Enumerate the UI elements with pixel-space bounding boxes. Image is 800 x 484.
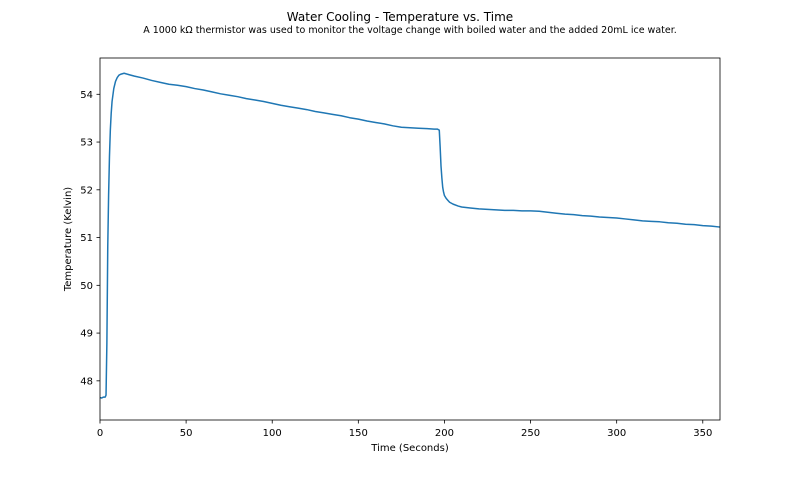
y-tick-label: 53 [80, 138, 93, 149]
y-tick-label: 51 [80, 233, 93, 244]
x-tick-label: 100 [263, 428, 282, 439]
x-tick-label: 250 [521, 428, 540, 439]
x-tick-label: 200 [435, 428, 454, 439]
chart-title: Water Cooling - Temperature vs. Time [287, 10, 513, 24]
y-tick-label: 54 [80, 90, 93, 101]
x-axis-label: Time (Seconds) [370, 443, 449, 454]
x-tick-label: 0 [97, 428, 103, 439]
y-tick-label: 50 [80, 281, 93, 292]
x-tick-label: 350 [693, 428, 712, 439]
y-tick-label: 48 [80, 376, 93, 387]
y-axis: 48 49 50 51 52 53 54 [80, 90, 100, 387]
y-tick-label: 52 [80, 185, 93, 196]
x-axis: 0 50 100 150 200 250 300 350 [97, 420, 712, 439]
plot-frame [99, 57, 721, 421]
y-tick-label: 49 [80, 329, 93, 340]
x-tick-label: 50 [180, 428, 193, 439]
x-tick-label: 150 [349, 428, 368, 439]
series-line [99, 72, 721, 399]
x-tick-label: 300 [607, 428, 626, 439]
y-axis-label: Temperature (Kelvin) [63, 187, 74, 292]
chart-subtitle: A 1000 kΩ thermistor was used to monitor… [143, 25, 677, 36]
